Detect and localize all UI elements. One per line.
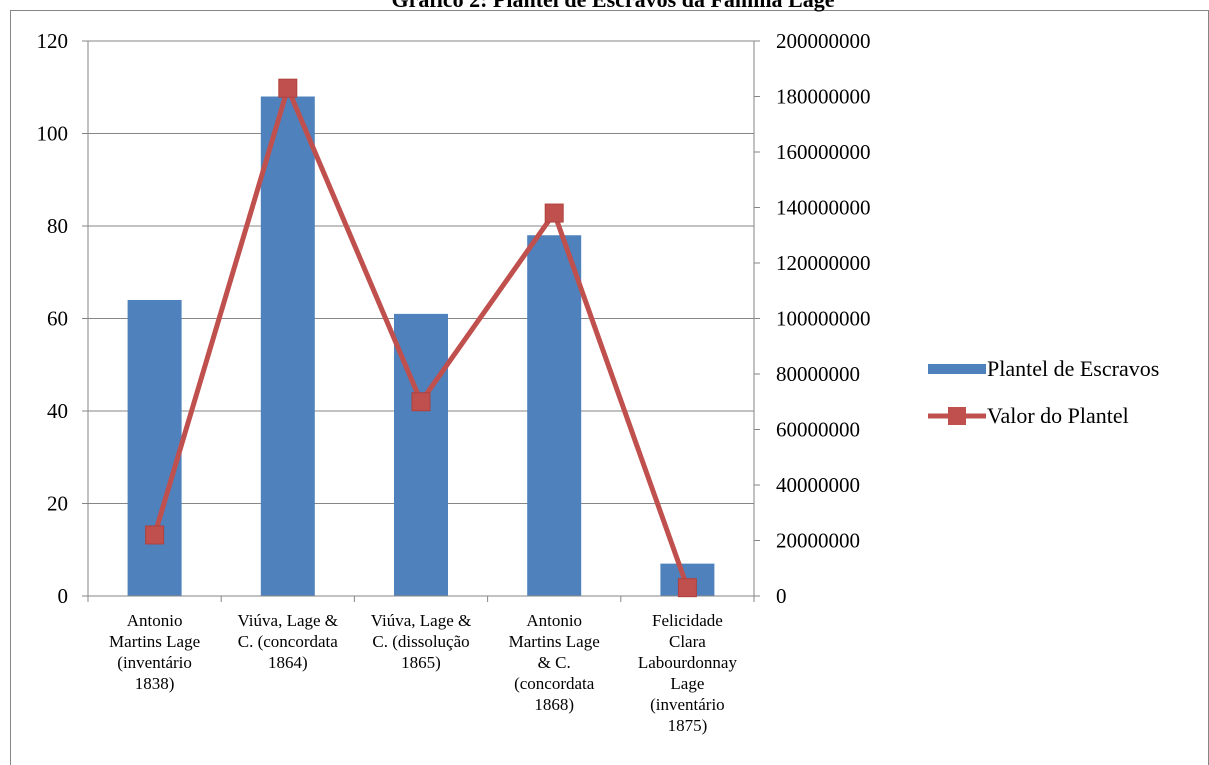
legend-bar-swatch [928,364,986,374]
category-label-line: Martins Lage [109,632,200,651]
category-label-line: Lage [670,674,704,693]
left-tick-label: 40 [47,399,68,423]
bar [260,96,315,596]
category-label-line: Martins Lage [509,632,600,651]
bar [127,300,182,596]
category-label-line: Viúva, Lage & [238,611,338,630]
bar-series [127,96,715,596]
left-tick-label: 120 [37,29,69,53]
left-tick-label: 0 [58,584,69,608]
right-tick-label: 20000000 [776,529,860,553]
right-tick-label: 0 [776,584,787,608]
left-tick-label: 80 [47,214,68,238]
chart-title: Gráfico 2: Plantel de Escravos da Famíli… [392,0,835,12]
category-label: Antonio Martins Lage & C. (concordata 1868) [509,611,600,714]
category-label: Antonio Martins Lage (inventário 1838) [109,611,200,693]
category-label-line: Felicidade [652,611,723,630]
category-label-line: 1864) [268,653,308,672]
category-label-line: (inventário [650,695,725,714]
chart-border [10,10,1209,765]
line-marker [278,78,298,98]
right-tick-label: 140000000 [776,196,871,220]
axes [82,40,760,602]
category-label-line: Antonio [127,611,183,630]
category-label-line: 1865) [401,653,441,672]
category-label: Felicidade Clara Labourdonnay Lage (inventár… [638,611,738,735]
right-tick-label: 200000000 [776,29,871,53]
left-tick-label: 100 [37,122,69,146]
legend-label: Plantel de Escravos [987,356,1159,381]
line-marker [145,525,165,545]
line-marker [544,203,564,223]
category-label-line: & C. [538,653,571,672]
left-tick-label: 60 [47,307,68,331]
right-tick-label: 80000000 [776,362,860,386]
right-tick-label: 60000000 [776,418,860,442]
category-label-line: (concordata [514,674,595,693]
line-marker [411,392,431,412]
category-label-line: C. (dissolução [372,632,469,651]
line-marker [677,578,697,598]
category-label-line: Antonio [526,611,582,630]
category-label-line: 1838) [135,674,175,693]
category-label-line: C. (concordata [238,632,339,651]
line-series [145,78,697,598]
category-label: Viúva, Lage & C. (concordata 1864) [238,611,339,672]
category-label-line: Labourdonnay [638,653,738,672]
right-tick-label: 180000000 [776,85,871,109]
left-tick-label: 20 [47,492,68,516]
right-tick-label: 40000000 [776,473,860,497]
legend-marker-swatch [948,407,966,425]
right-tick-label: 100000000 [776,307,871,331]
legend: Plantel de Escravos Valor do Plantel [928,356,1159,428]
category-label-line: (inventário [117,653,192,672]
bar [527,235,582,596]
category-label: Viúva, Lage & C. (dissolução 1865) [371,611,471,672]
axis-labels: 0 20 40 60 80 100 120 0 20000000 40000000 60000000… [37,29,871,735]
category-label-line: Clara [669,632,706,651]
right-tick-label: 120000000 [776,251,871,275]
category-label-line: Viúva, Lage & [371,611,471,630]
category-label-line: 1875) [668,716,708,735]
category-label-line: 1868) [534,695,574,714]
legend-label: Valor do Plantel [987,403,1129,428]
right-tick-label: 160000000 [776,140,871,164]
